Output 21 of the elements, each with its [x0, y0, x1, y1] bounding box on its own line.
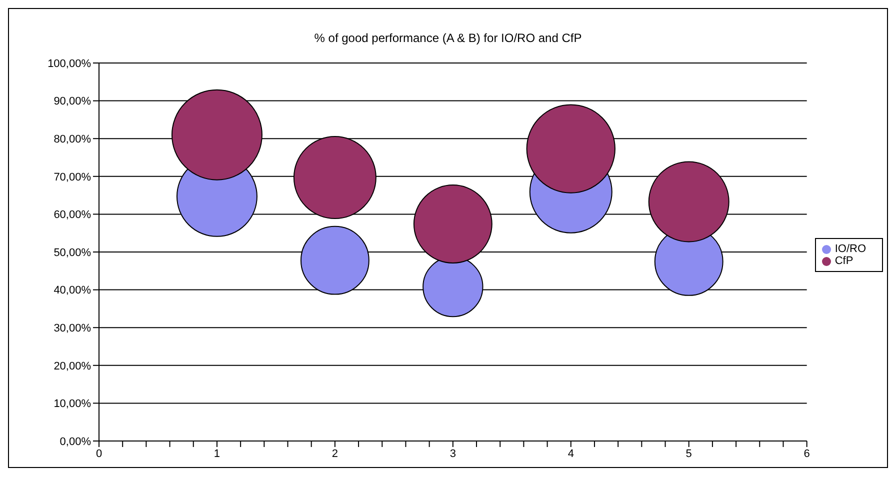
chart-title: % of good performance (A & B) for IO/RO and CfP [313, 31, 583, 45]
x-tick-label: 6 [804, 448, 810, 460]
x-tick-label: 5 [686, 448, 692, 460]
x-tick-label: 4 [568, 448, 574, 460]
y-tick-label: 60,00% [54, 209, 92, 222]
y-tick-label: 100,00% [48, 58, 92, 70]
y-tick-label: 80,00% [54, 134, 92, 146]
x-tick-label: 0 [96, 448, 102, 460]
x-tick-label: 2 [332, 448, 338, 460]
legend-label: CfP [834, 255, 854, 267]
y-tick-label: 0,00% [60, 436, 92, 448]
y-tick-label: 20,00% [54, 360, 92, 372]
y-tick-label: 40,00% [54, 284, 92, 297]
legend-label: IO/RO [834, 243, 866, 255]
y-tick-label: 70,00% [54, 171, 92, 184]
x-tick-label: 1 [214, 448, 220, 460]
x-tick-label: 3 [450, 448, 456, 460]
y-tick-label: 10,00% [54, 398, 92, 410]
y-tick-label: 90,00% [54, 96, 92, 108]
y-tick-label: 30,00% [54, 322, 92, 335]
y-tick-label: 50,00% [54, 246, 92, 259]
